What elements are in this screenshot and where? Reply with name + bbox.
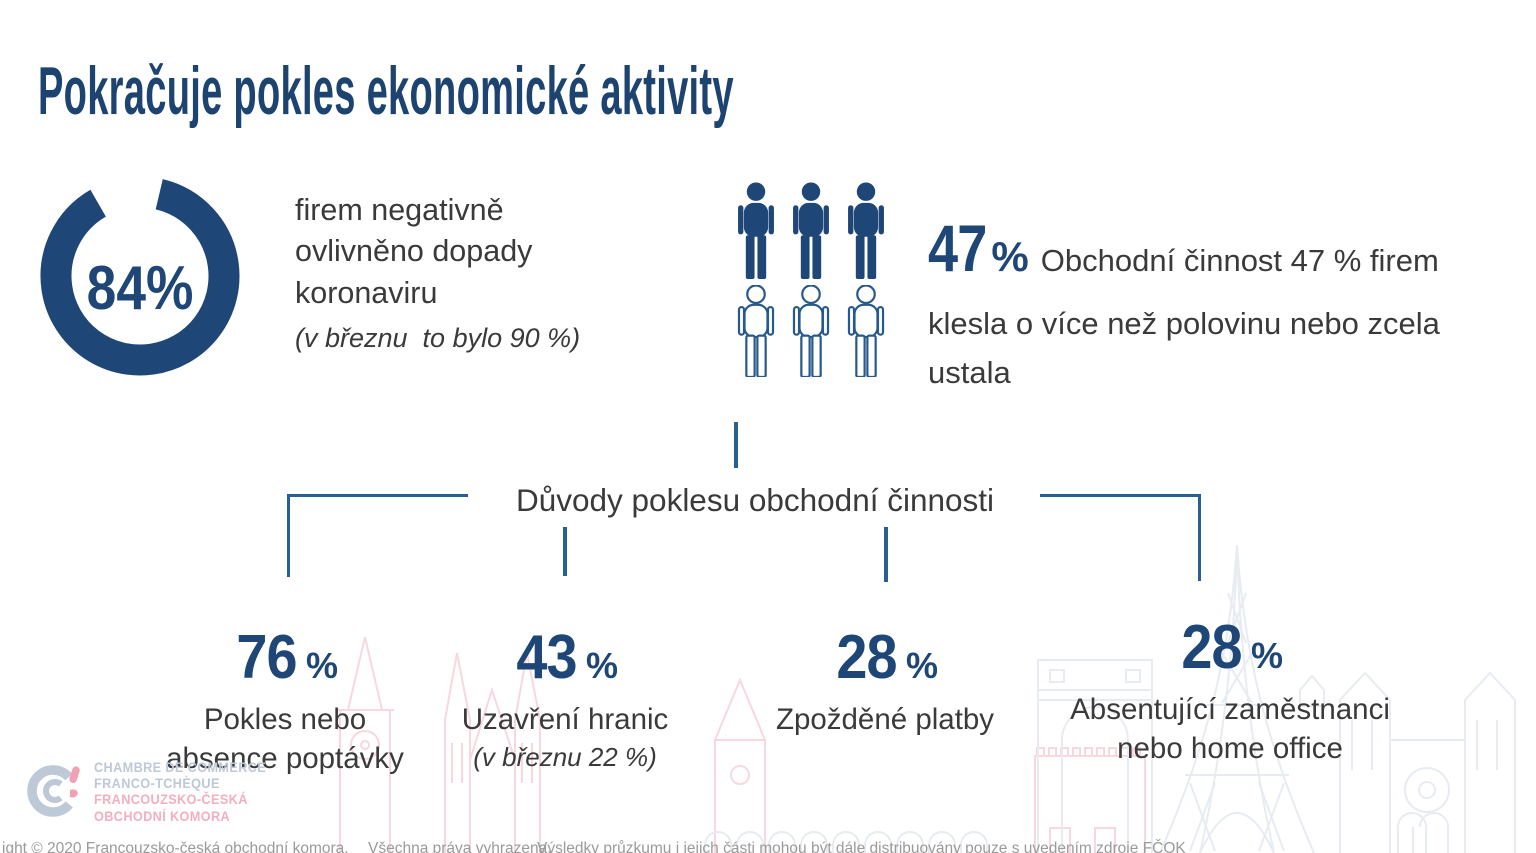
reason-value: 43% xyxy=(516,623,618,692)
person-outline-icon xyxy=(733,285,779,377)
chamber-logo-text: CHAMBRE DE COMMERCE FRANCO-TCHÈQUE FRANC… xyxy=(94,760,267,824)
prague-towers-watermark xyxy=(336,636,1146,853)
impact-line-2: ovlivněno dopady xyxy=(295,234,533,269)
reason-label: Absentující zaměstnanci nebo home office xyxy=(1070,693,1390,765)
impact-line-3: koronaviru xyxy=(295,275,438,310)
business-drop-stat: 47% Obchodní činnost 47 % firem klesla o … xyxy=(928,196,1528,398)
paris-landmarks-watermark xyxy=(704,544,1516,853)
people-pictogram xyxy=(731,182,891,377)
business-drop-line-1: 47% Obchodní činnost 47 % firem xyxy=(928,196,1528,300)
donut-value: 84% xyxy=(36,178,244,398)
connector-left-arm xyxy=(287,494,468,577)
reason-label: Pokles nebo absence poptávky xyxy=(166,703,404,775)
reason-col-borders: 43% Uzavření hranic (v březnu 22 %) xyxy=(420,622,710,773)
business-drop-line-3: ustala xyxy=(928,355,1011,391)
impact-description: firem negativně ovlivněno dopady koronav… xyxy=(295,190,580,357)
donut-value-text: 84% xyxy=(86,253,194,323)
reason-note: (v březnu 22 %) xyxy=(473,741,657,772)
city-skyline-watermark xyxy=(336,544,1516,853)
reason-col-employees: 28% Absentující zaměstnanci nebo home of… xyxy=(1040,612,1420,769)
reason-col-payments: 28% Zpožděné platby xyxy=(730,622,1040,740)
connector-mid-right-stub xyxy=(884,527,888,582)
chamber-logo: CHAMBRE DE COMMERCE FRANCO-TCHÈQUE FRANC… xyxy=(26,760,277,825)
person-filled-icon xyxy=(731,182,781,279)
page-title: Pokračuje pokles ekonomické aktivity xyxy=(38,53,734,129)
reason-value: 28% xyxy=(836,623,938,692)
reason-col-demand: 76% Pokles nebo absence poptávky xyxy=(140,622,430,779)
business-drop-line-2: klesla o více než polovinu nebo zcela xyxy=(928,306,1440,342)
impact-line-1: firem negativně xyxy=(295,193,504,227)
donut-ring xyxy=(40,176,240,376)
stat-47-percent: % xyxy=(991,233,1029,280)
connector-top-stub xyxy=(734,422,738,468)
reason-label: Uzavření hranic xyxy=(461,703,669,736)
reason-value: 28% xyxy=(1181,613,1283,682)
impact-note: (v březnu to bylo 90 %) xyxy=(295,323,581,354)
donut-gauge-84: 84% xyxy=(36,166,244,386)
reason-label: Zpožděné platby xyxy=(775,703,995,736)
business-drop-text-1: Obchodní činnost 47 % firem xyxy=(1040,243,1439,278)
connector-right-arm xyxy=(1040,494,1201,581)
person-filled-icon xyxy=(841,182,891,279)
person-outline-icon xyxy=(843,285,889,377)
reasons-heading: Důvody poklesu obchodní činnosti xyxy=(515,482,995,518)
stat-47-value: 47 xyxy=(928,211,987,285)
person-filled-icon xyxy=(786,182,836,279)
person-outline-icon xyxy=(788,285,834,377)
connector-mid-left-stub xyxy=(563,527,567,576)
cci-logo-icon xyxy=(27,765,80,817)
reason-value: 76% xyxy=(236,623,338,692)
